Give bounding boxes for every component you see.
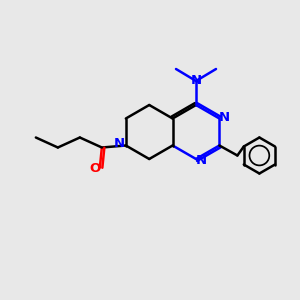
Text: N: N (190, 74, 202, 86)
Text: N: N (195, 154, 207, 166)
Text: N: N (113, 137, 124, 150)
Text: O: O (89, 162, 100, 175)
Text: N: N (219, 111, 230, 124)
